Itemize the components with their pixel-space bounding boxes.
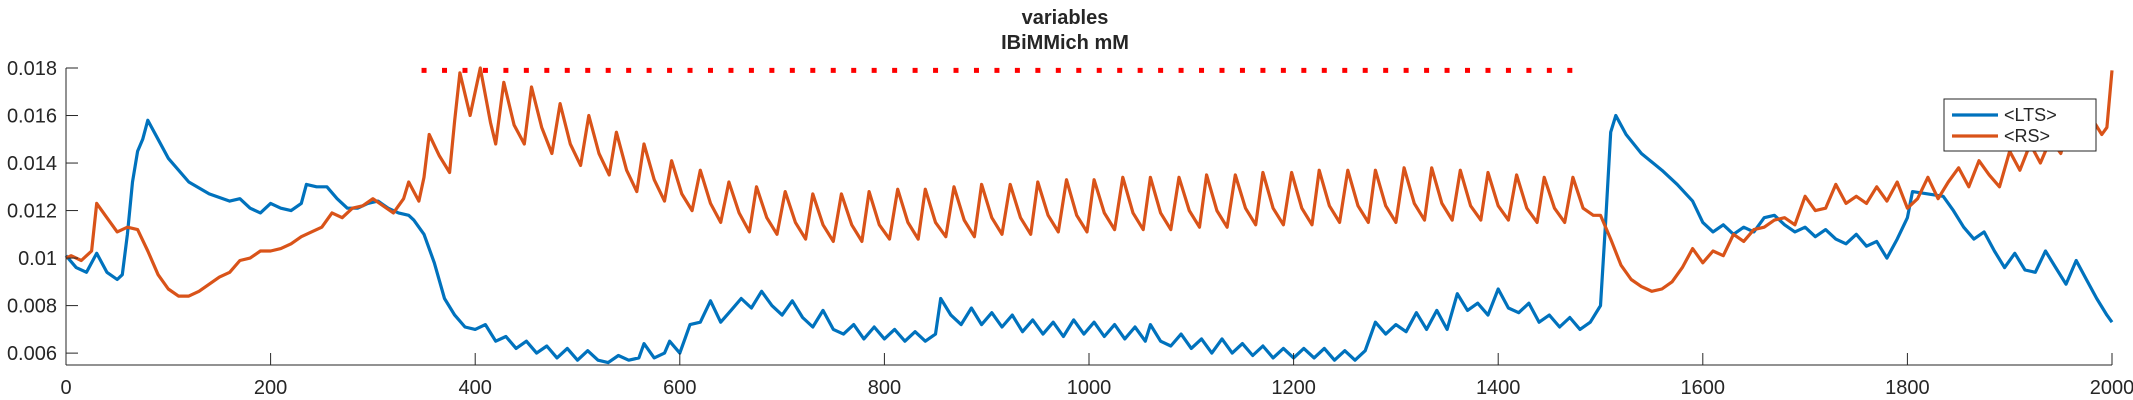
stimulus-marker xyxy=(421,67,1573,73)
x-tick-label: 0 xyxy=(60,377,71,399)
x-tick-label: 1800 xyxy=(1885,377,1930,399)
x-tick-label: 1600 xyxy=(1681,377,1726,399)
stimulus-dot xyxy=(1199,67,1205,73)
series-line-lts xyxy=(64,113,2114,365)
stimulus-dot xyxy=(933,67,939,73)
stimulus-dot xyxy=(1383,67,1389,73)
stimulus-dot xyxy=(769,67,775,73)
legend-entry-label: <LTS> xyxy=(2004,105,2057,125)
stimulus-dot xyxy=(1219,67,1225,73)
stimulus-dot xyxy=(810,67,816,73)
stimulus-dot xyxy=(462,67,468,73)
stimulus-dot xyxy=(871,67,877,73)
stimulus-dot xyxy=(1546,67,1552,73)
y-tick-label: 0.008 xyxy=(7,296,57,318)
stimulus-dot xyxy=(994,67,1000,73)
legend: <LTS><RS> xyxy=(1943,98,2097,152)
stimulus-dot xyxy=(1301,67,1307,73)
x-tick-label: 2000 xyxy=(2090,377,2133,399)
stimulus-dot xyxy=(544,67,550,73)
stimulus-dot xyxy=(1342,67,1348,73)
y-tick-label: 0.01 xyxy=(18,248,57,270)
stimulus-dot xyxy=(953,67,959,73)
stimulus-dot xyxy=(667,67,673,73)
x-tick-label: 1000 xyxy=(1067,377,1112,399)
chart-title: variables xyxy=(1022,7,1109,29)
y-tick-label: 0.016 xyxy=(7,106,57,128)
stimulus-dot xyxy=(830,67,836,73)
stimulus-dot xyxy=(1035,67,1041,73)
x-tick-label: 1400 xyxy=(1476,377,1521,399)
chart-subtitle: IBiMMich mM xyxy=(1001,32,1129,54)
series-layer xyxy=(64,66,2114,365)
stimulus-dot xyxy=(1158,67,1164,73)
stimulus-dot xyxy=(585,67,591,73)
stimulus-dot xyxy=(1526,67,1532,73)
stimulus-dot xyxy=(482,67,488,73)
legend-box xyxy=(1943,98,2097,152)
stimulus-dot xyxy=(442,67,448,73)
stimulus-dot xyxy=(1137,67,1143,73)
stimulus-dot xyxy=(1014,67,1020,73)
y-tick-label: 0.012 xyxy=(7,201,57,223)
x-tick-label: 600 xyxy=(663,377,696,399)
stimulus-dot xyxy=(421,67,427,73)
stimulus-dot xyxy=(1076,67,1082,73)
x-tick-label: 800 xyxy=(868,377,901,399)
stimulus-dot xyxy=(1178,67,1184,73)
y-tick-label: 0.014 xyxy=(7,153,57,175)
stimulus-dot xyxy=(1321,67,1327,73)
y-tick-label: 0.006 xyxy=(7,343,57,365)
legend-entry-label: <RS> xyxy=(2004,126,2050,146)
stimulus-dot xyxy=(1117,67,1123,73)
stimulus-dot xyxy=(523,67,529,73)
stimulus-dot xyxy=(1239,67,1245,73)
stimulus-dot xyxy=(564,67,570,73)
stimulus-dot xyxy=(503,67,509,73)
stimulus-dot xyxy=(1096,67,1102,73)
stimulus-dot xyxy=(892,67,898,73)
stimulus-dot xyxy=(1424,67,1430,73)
stimulus-dot xyxy=(1403,67,1409,73)
x-tick-label: 200 xyxy=(254,377,287,399)
stimulus-dot xyxy=(1362,67,1368,73)
stimulus-dot xyxy=(1465,67,1471,73)
stimulus-dot xyxy=(1505,67,1511,73)
stimulus-dot xyxy=(851,67,857,73)
x-tick-label: 400 xyxy=(459,377,492,399)
stimulus-dot xyxy=(605,67,611,73)
stimulus-dot xyxy=(1485,67,1491,73)
series-line-rs xyxy=(65,66,2114,298)
stimulus-dot xyxy=(687,67,693,73)
stimulus-dot xyxy=(1055,67,1061,73)
stimulus-dot xyxy=(1567,67,1573,73)
stimulus-dot xyxy=(789,67,795,73)
stimulus-dot xyxy=(1444,67,1450,73)
stimulus-dot xyxy=(1260,67,1266,73)
stimulus-dot xyxy=(707,67,713,73)
y-tick-label: 0.018 xyxy=(7,58,57,80)
x-tick-label: 1200 xyxy=(1271,377,1316,399)
y-axis-ticks: 0.006 0.008 0.01 0.012 0.014 0.016 0.018 xyxy=(7,58,78,365)
stimulus-dot xyxy=(973,67,979,73)
chart-title-group: variables IBiMMich mM xyxy=(1001,7,1129,54)
stimulus-dot xyxy=(748,67,754,73)
x-axis-ticks: 0 200 400 600 800 1000 1200 1400 1600 1800 2000 xyxy=(60,353,2133,399)
stimulus-dot xyxy=(646,67,652,73)
stimulus-dot xyxy=(626,67,632,73)
stimulus-dot xyxy=(1280,67,1286,73)
stimulus-dot xyxy=(728,67,734,73)
stimulus-dot xyxy=(912,67,918,73)
